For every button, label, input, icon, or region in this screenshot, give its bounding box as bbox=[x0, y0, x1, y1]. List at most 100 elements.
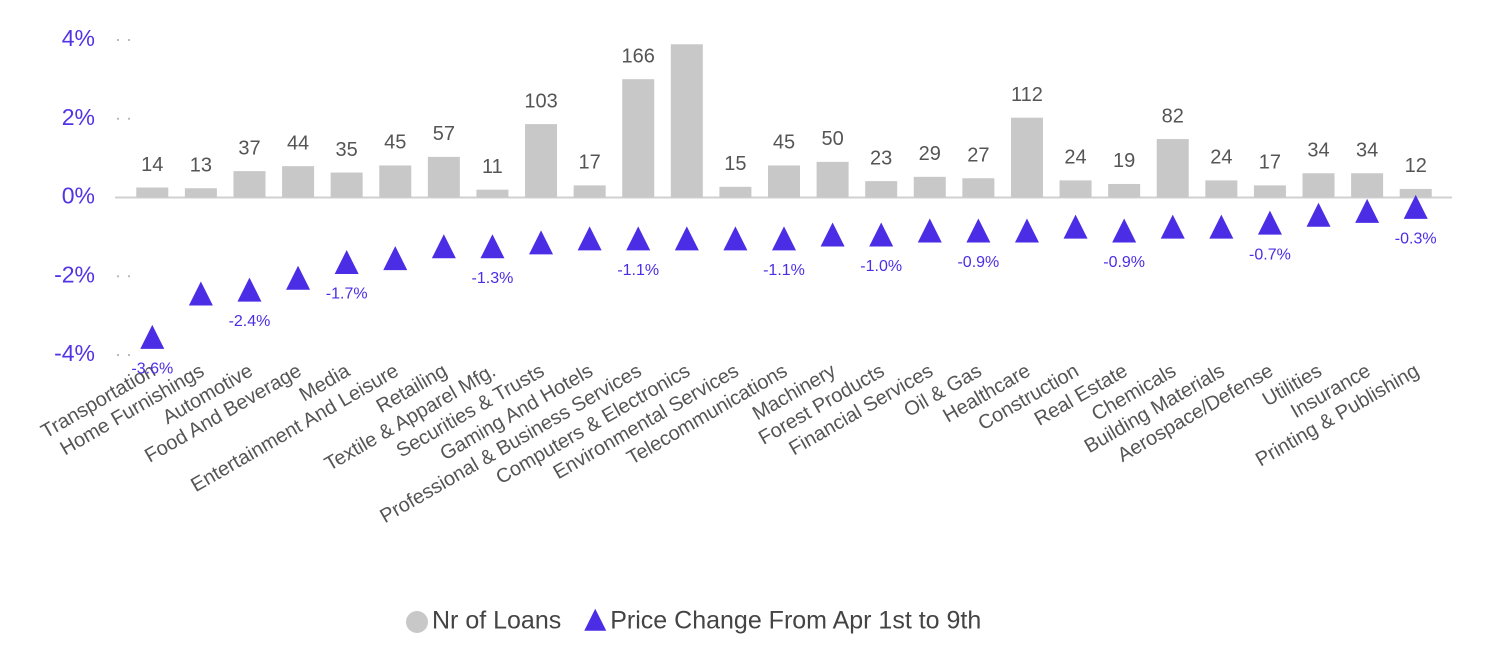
triangle-marker bbox=[772, 226, 796, 251]
point-label: -1.3% bbox=[472, 270, 514, 287]
triangle-marker bbox=[1160, 214, 1185, 239]
bar bbox=[913, 176, 946, 198]
y-tick-label: 0% bbox=[62, 183, 95, 209]
point-label: -1.1% bbox=[617, 262, 659, 279]
bar bbox=[768, 165, 800, 198]
bar-label: 17 bbox=[579, 152, 601, 174]
point-label: -1.0% bbox=[860, 258, 902, 275]
bar bbox=[670, 44, 703, 198]
triangle-marker bbox=[1257, 210, 1282, 235]
triangle-marker bbox=[1403, 194, 1428, 219]
bar-label: 45 bbox=[773, 132, 795, 154]
triangle-marker bbox=[966, 218, 991, 243]
bar bbox=[330, 172, 363, 198]
bar-label: 166 bbox=[622, 45, 655, 67]
bar bbox=[622, 79, 655, 198]
bar bbox=[136, 187, 169, 198]
bar-label: 17 bbox=[1259, 152, 1281, 174]
point-label: -0.9% bbox=[957, 254, 999, 271]
point-label: -3.6% bbox=[131, 360, 173, 377]
triangle-marker bbox=[869, 222, 894, 247]
triangle-marker bbox=[286, 265, 311, 290]
legend-swatch bbox=[584, 608, 607, 631]
legend-label: Price Change From Apr 1st to 9th bbox=[610, 607, 981, 635]
bar bbox=[184, 188, 217, 198]
bar-label: 34 bbox=[1356, 140, 1378, 162]
point-label: -0.9% bbox=[1103, 254, 1145, 271]
triangle-marker bbox=[1112, 218, 1137, 243]
bar bbox=[1010, 117, 1043, 198]
triangle-marker bbox=[140, 324, 165, 349]
bar-label: 112 bbox=[1011, 84, 1043, 106]
bar-label: 103 bbox=[524, 90, 557, 112]
y-tick-label: 2% bbox=[62, 104, 95, 130]
bar-label: 44 bbox=[287, 132, 309, 154]
point-label: -1.1% bbox=[763, 262, 805, 279]
triangle-marker bbox=[188, 281, 213, 306]
bar bbox=[816, 161, 849, 198]
bar bbox=[379, 165, 412, 198]
y-tick-label: -2% bbox=[54, 261, 95, 287]
y-tick-label: 4% bbox=[62, 25, 95, 51]
legend-swatch bbox=[406, 611, 428, 633]
triangle-marker bbox=[334, 250, 359, 275]
bar-label: 45 bbox=[384, 132, 406, 154]
triangle-marker bbox=[674, 226, 699, 251]
triangle-marker bbox=[1355, 198, 1380, 223]
bar bbox=[1302, 173, 1335, 198]
bar bbox=[1059, 180, 1092, 198]
bar bbox=[1156, 139, 1189, 198]
bar-label: 34 bbox=[1307, 140, 1329, 162]
triangle-marker bbox=[383, 246, 408, 271]
bar bbox=[1205, 180, 1238, 198]
triangle-marker bbox=[917, 218, 942, 243]
bar-label: 15 bbox=[724, 153, 746, 175]
bar-label: 29 bbox=[919, 143, 941, 165]
bar-label: 19 bbox=[1113, 150, 1135, 172]
bar bbox=[1253, 185, 1286, 198]
bar-label: 23 bbox=[870, 147, 892, 169]
bar bbox=[525, 124, 558, 198]
bar bbox=[282, 166, 315, 198]
point-label: -0.7% bbox=[1249, 246, 1291, 263]
bar bbox=[1399, 188, 1432, 198]
bar-label: 57 bbox=[433, 123, 455, 145]
bar bbox=[476, 189, 509, 198]
bar-label: 37 bbox=[238, 137, 260, 159]
triangle-marker bbox=[1306, 202, 1331, 227]
point-label: -0.3% bbox=[1395, 231, 1437, 248]
bar bbox=[233, 171, 266, 198]
y-tick-label: -4% bbox=[54, 340, 95, 366]
triangle-marker bbox=[237, 277, 262, 302]
point-label: -2.4% bbox=[229, 313, 271, 330]
bar-label: 82 bbox=[1162, 105, 1184, 127]
legend-label: Nr of Loans bbox=[432, 607, 561, 635]
triangle-marker bbox=[626, 226, 651, 251]
bar bbox=[962, 178, 995, 198]
triangle-marker bbox=[529, 230, 554, 255]
bar-label: 14 bbox=[141, 154, 163, 176]
triangle-marker bbox=[1209, 214, 1234, 239]
triangle-marker bbox=[577, 226, 602, 251]
triangle-marker bbox=[820, 222, 845, 247]
bar-label: 12 bbox=[1405, 155, 1427, 177]
bar bbox=[719, 186, 752, 198]
point-label: -1.7% bbox=[326, 286, 368, 303]
bar-label: 24 bbox=[1210, 147, 1232, 169]
triangle-marker bbox=[1063, 214, 1088, 239]
triangle-marker bbox=[431, 234, 456, 259]
bar-label: 24 bbox=[1064, 147, 1086, 169]
bar bbox=[573, 185, 606, 198]
bar-label: 35 bbox=[336, 139, 358, 161]
bar-label: 13 bbox=[190, 155, 212, 177]
triangle-marker bbox=[723, 226, 748, 251]
bar bbox=[865, 181, 898, 198]
bar bbox=[427, 156, 460, 198]
bar-label: 11 bbox=[482, 156, 503, 178]
bar bbox=[1351, 173, 1384, 198]
triangle-marker bbox=[1014, 218, 1039, 243]
bar-label: 50 bbox=[821, 128, 843, 150]
bar-label: 27 bbox=[967, 145, 989, 167]
triangle-marker bbox=[480, 234, 505, 259]
